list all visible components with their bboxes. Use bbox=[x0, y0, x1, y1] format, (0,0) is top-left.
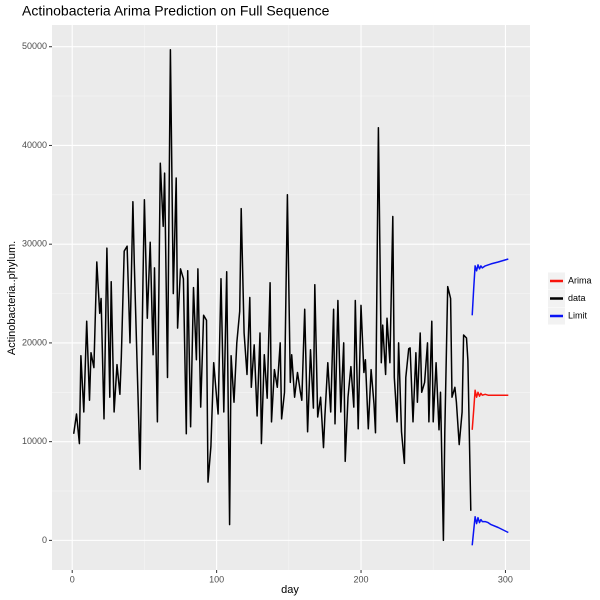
x-tick-label: 100 bbox=[209, 574, 224, 584]
y-tick-label: 20000 bbox=[22, 337, 47, 347]
y-tick-label: 0 bbox=[42, 535, 47, 545]
legend: Arima data Limit bbox=[548, 272, 592, 325]
y-tick-label: 30000 bbox=[22, 239, 47, 249]
panel bbox=[52, 25, 530, 570]
x-axis-label: day bbox=[281, 584, 299, 596]
x-tick-label: 0 bbox=[70, 574, 75, 584]
legend-label: data bbox=[568, 293, 586, 303]
series-line bbox=[72, 48, 472, 542]
y-tick-label: 10000 bbox=[22, 436, 47, 446]
y-tick-label: 40000 bbox=[22, 140, 47, 150]
chart-title: Actinobacteria Arima Prediction on Full … bbox=[22, 3, 330, 19]
x-tick-label: 300 bbox=[498, 574, 513, 584]
legend-label: Arima bbox=[568, 275, 592, 285]
legend-label: Limit bbox=[568, 310, 588, 320]
series-line bbox=[471, 515, 509, 546]
y-axis-label: Actinobacteria..phylum. bbox=[6, 241, 18, 355]
y-tick-label: 50000 bbox=[22, 41, 47, 51]
plot-area bbox=[72, 48, 509, 546]
x-tick-label: 200 bbox=[354, 574, 369, 584]
series-line bbox=[471, 389, 509, 430]
series-line bbox=[471, 258, 509, 316]
